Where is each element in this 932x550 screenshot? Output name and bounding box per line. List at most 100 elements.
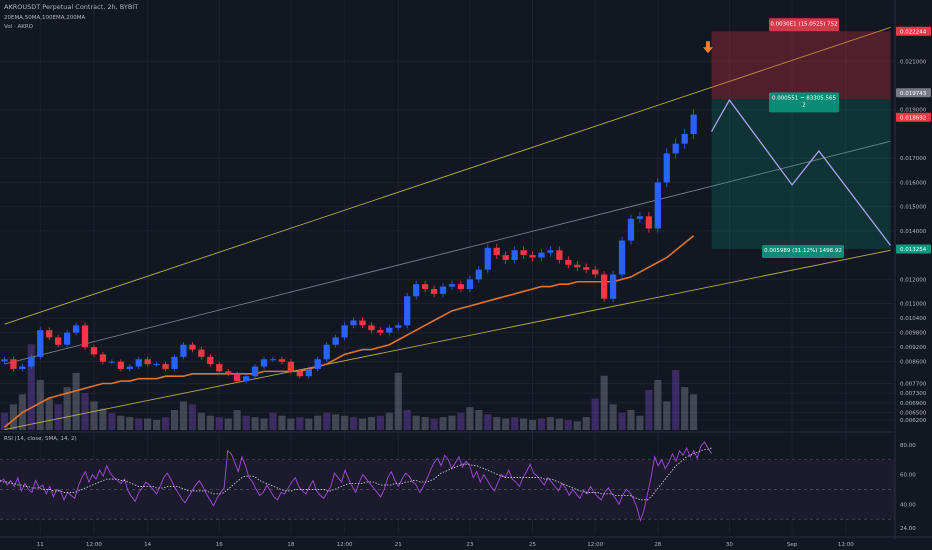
rsi-tick-label: 24.00 (900, 526, 916, 532)
entry-label-bg (769, 92, 839, 113)
volume-bar (430, 418, 438, 430)
price-tick-label: 0.012000 (900, 277, 927, 283)
candle (108, 359, 116, 365)
candle (600, 270, 608, 302)
candle-body (180, 344, 187, 357)
candle (135, 356, 142, 369)
volume-bar (144, 418, 152, 430)
candle (296, 368, 303, 379)
candle-body (592, 269, 599, 275)
stop-loss-zone (711, 31, 891, 100)
candle (618, 236, 626, 279)
volume-bar (591, 398, 599, 430)
candle-body (690, 114, 697, 134)
candle (63, 329, 71, 348)
stop-label-text: 0.0030E1 (15.0525) 752 (770, 21, 837, 27)
volume-bar (654, 380, 662, 430)
volume-bar (582, 417, 590, 430)
volume-bar (466, 407, 474, 430)
candle-body (296, 371, 303, 377)
volume-bar (305, 418, 313, 430)
candle-body (162, 364, 169, 369)
candle (269, 356, 277, 362)
price-tag: 0.013254 (896, 244, 931, 254)
volume-bar (197, 412, 205, 430)
candle-body (618, 240, 626, 275)
volume-legend[interactable]: Vol · AKRO (4, 24, 33, 30)
rsi-tick-label: 40.00 (900, 502, 916, 508)
time-tick-label: 30 (726, 542, 733, 548)
candle-body (171, 356, 178, 369)
volume-bar (242, 415, 250, 430)
rsi-legend[interactable]: RSI (14, close, SMA, 14, 2) (4, 436, 77, 442)
candle-body (359, 320, 366, 326)
volume-bar (681, 387, 689, 430)
indicator-legend[interactable]: 20EMA,50MA,100EMA,200MA (4, 15, 86, 21)
candle (368, 322, 375, 334)
candle-body (430, 289, 438, 294)
candle-body (466, 279, 474, 290)
candle (457, 280, 465, 293)
rsi-line (0, 441, 712, 523)
candle (314, 356, 321, 372)
rsi-pane (0, 431, 932, 523)
candle-body (278, 359, 286, 362)
volume-bar (573, 421, 581, 430)
candle-body (583, 267, 590, 270)
candle-body (28, 356, 35, 367)
volume-bar (457, 412, 465, 430)
price-tick-label: 0.010400 (900, 316, 927, 322)
candle (386, 324, 393, 336)
price-tag: 0.018692 (896, 112, 931, 122)
candle-body (565, 259, 572, 265)
volume-bar (609, 404, 617, 430)
candle-body (225, 371, 232, 374)
price-tick-label: 0.008600 (900, 360, 927, 366)
candle-body (574, 264, 581, 268)
candle (126, 364, 133, 372)
candle-body (377, 330, 384, 333)
candle (153, 361, 160, 367)
candle (19, 364, 26, 372)
time-tick-label: 14 (144, 542, 151, 548)
candle-body (314, 359, 321, 369)
volume-bar (555, 418, 563, 430)
candle-body (332, 337, 339, 345)
price-tick-label: 0.006900 (900, 401, 927, 407)
candle (10, 356, 17, 372)
candle (90, 344, 98, 358)
volume-bar (439, 417, 447, 430)
candle-body (198, 349, 205, 357)
volume-bar (269, 412, 277, 430)
price-tick-label: 0.009800 (900, 331, 927, 337)
volume-bar (287, 418, 295, 430)
candle (538, 248, 545, 262)
candle-body (413, 284, 420, 297)
candle (574, 261, 581, 271)
entry-label-text: 0.000551 ~ 83305.565 (772, 95, 837, 101)
symbol-title[interactable]: AKROUSDT Perpetual Contract, 2h, BYBIT (4, 3, 139, 11)
candle (37, 327, 44, 360)
price-tag: 0.022244 (896, 26, 931, 36)
price-tick-label: 0.011000 (900, 302, 927, 308)
candle (207, 354, 214, 367)
target-label: 0.005989 (31.12%) 1498.92 (762, 245, 844, 259)
volume-bar (349, 417, 358, 430)
candle-body (305, 368, 312, 377)
candle-body (681, 133, 688, 144)
candle (520, 246, 527, 259)
volume-bars (0, 344, 698, 430)
candle (81, 322, 89, 350)
volume-bar (314, 415, 322, 430)
volume-bar (394, 372, 402, 430)
price-tick-label: 0.016000 (900, 180, 927, 186)
candle-body (72, 325, 80, 333)
time-tick-label: 21 (395, 542, 402, 548)
candle (439, 283, 447, 298)
volume-bar (188, 404, 197, 430)
candle (565, 256, 572, 269)
candle-body (645, 216, 653, 229)
price-tag: 0.019743 (896, 88, 931, 98)
